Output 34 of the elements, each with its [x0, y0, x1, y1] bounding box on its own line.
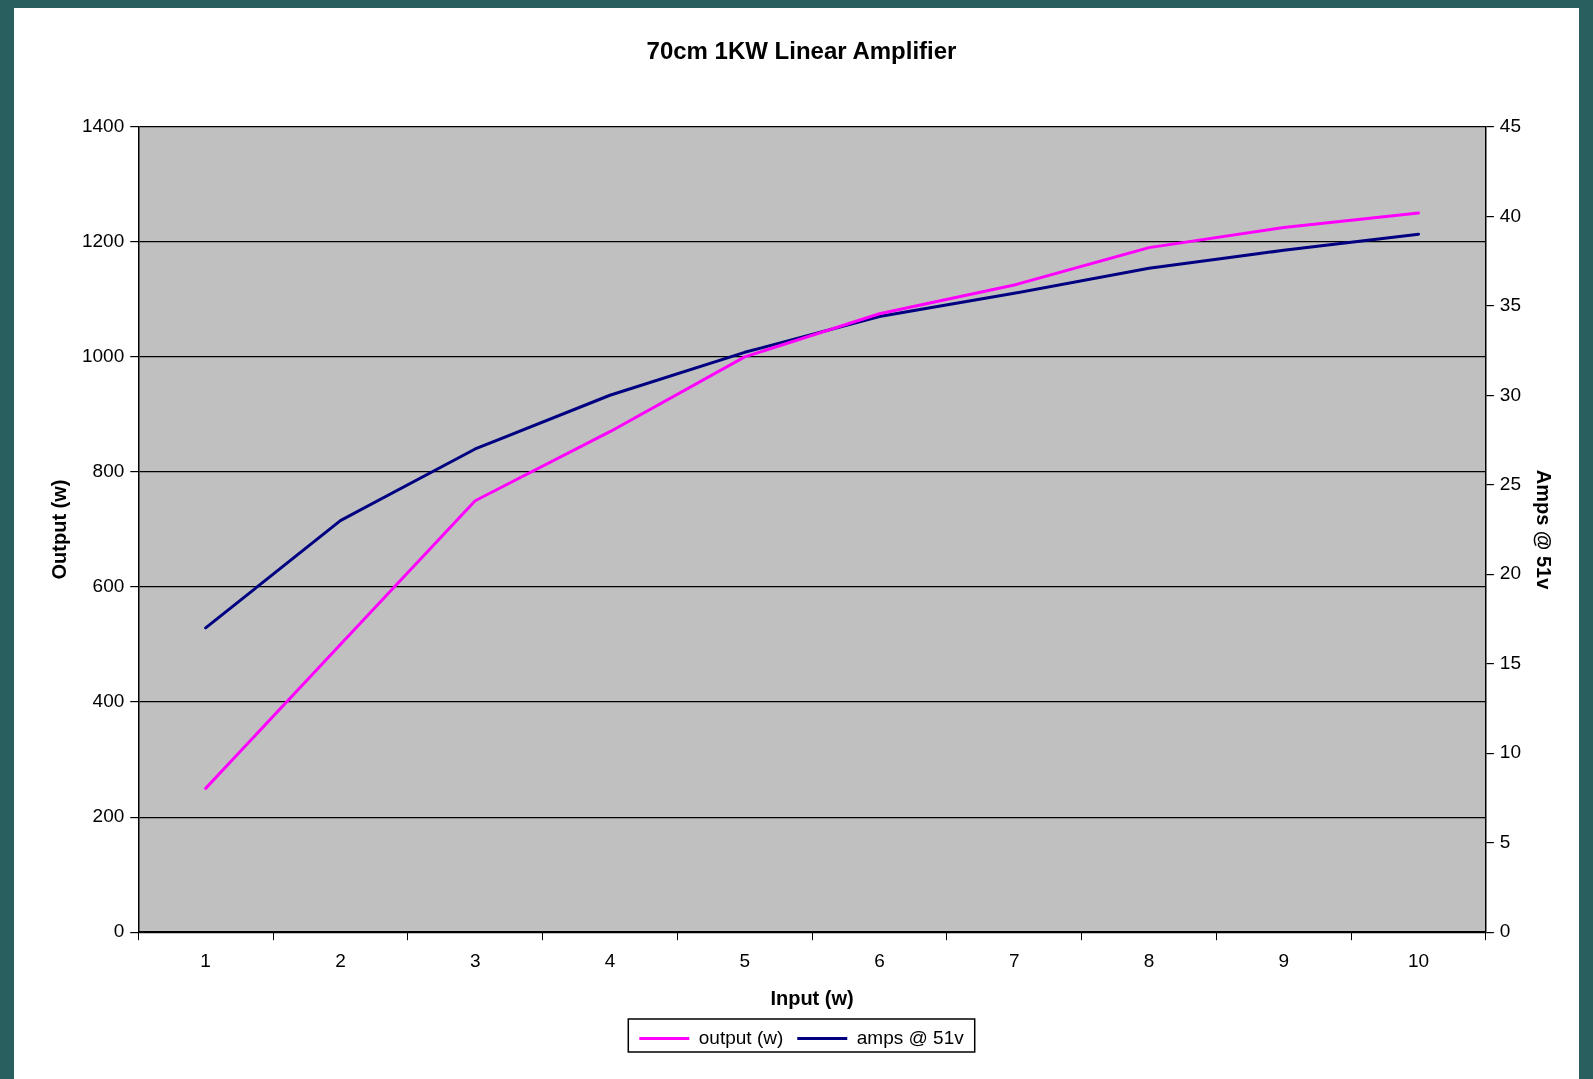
y2-tick-label: 25: [1499, 472, 1522, 494]
y2-tick-label: 35: [1499, 294, 1522, 316]
y-tick-label: 400: [92, 690, 125, 712]
y2-tick-label: 10: [1499, 741, 1522, 763]
y2-tick-label: 0: [1499, 920, 1511, 942]
y2-tick-label: 15: [1499, 651, 1522, 673]
x-tick-label: 4: [604, 949, 616, 971]
y2-tick-label: 5: [1499, 830, 1511, 852]
x-tick-label: 9: [1278, 949, 1290, 971]
legend-label: output (w): [698, 1026, 784, 1048]
y-tick-label: 200: [92, 805, 125, 827]
y-axis-title: Output (w): [47, 479, 70, 580]
y-tick-label: 1400: [81, 115, 125, 137]
x-tick-label: 6: [874, 949, 885, 971]
y-tick-label: 1000: [81, 345, 125, 367]
y2-tick-label: 20: [1499, 562, 1522, 584]
chart-title: 70cm 1KW Linear Amplifier: [646, 37, 957, 65]
y2-tick-label: 30: [1499, 383, 1522, 405]
legend-label: amps @ 51v: [856, 1026, 965, 1048]
x-axis-title: Input (w): [770, 986, 854, 1009]
x-tick-label: 5: [739, 949, 750, 971]
x-tick-label: 10: [1407, 949, 1430, 971]
y-tick-label: 800: [92, 460, 125, 482]
x-tick-label: 7: [1008, 949, 1020, 971]
y-tick-label: 600: [92, 575, 125, 597]
x-tick-label: 1: [200, 949, 211, 971]
y-tick-label: 1200: [81, 230, 125, 252]
y2-tick-label: 45: [1499, 115, 1522, 137]
x-tick-label: 8: [1143, 949, 1155, 971]
x-tick-label: 3: [469, 949, 481, 971]
y2-axis-title: Amps @ 51v: [1533, 469, 1556, 591]
x-tick-label: 2: [335, 949, 346, 971]
y-tick-label: 0: [113, 920, 125, 942]
y2-tick-label: 40: [1499, 204, 1522, 226]
